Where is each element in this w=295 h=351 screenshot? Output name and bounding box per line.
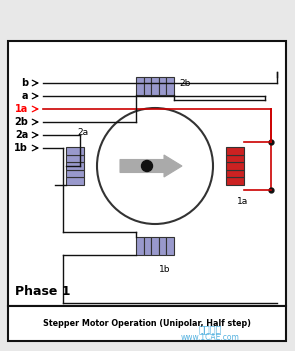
Bar xyxy=(226,162,244,170)
Bar xyxy=(151,77,159,95)
Bar xyxy=(136,237,144,255)
Text: Stepper Motor Operation (Unipolar, Half step): Stepper Motor Operation (Unipolar, Half … xyxy=(43,319,251,329)
Circle shape xyxy=(142,160,153,172)
Bar xyxy=(226,177,244,185)
Bar xyxy=(151,237,159,255)
Text: Phase 1: Phase 1 xyxy=(15,285,71,298)
Bar xyxy=(66,162,84,170)
Bar xyxy=(66,147,84,154)
Text: 1b: 1b xyxy=(14,143,28,153)
Circle shape xyxy=(97,108,213,224)
Bar xyxy=(144,237,151,255)
Text: 1a: 1a xyxy=(15,104,28,114)
Text: b: b xyxy=(21,78,28,88)
Bar xyxy=(66,177,84,185)
Bar xyxy=(226,154,244,162)
Text: 仿真在线: 仿真在线 xyxy=(198,324,222,334)
Bar xyxy=(144,77,151,95)
Bar xyxy=(8,41,286,306)
Text: 2a: 2a xyxy=(77,128,88,137)
Bar xyxy=(66,154,84,162)
FancyArrow shape xyxy=(120,155,182,177)
Bar xyxy=(166,77,174,95)
Text: 2b: 2b xyxy=(14,117,28,127)
Text: 1a: 1a xyxy=(237,197,248,206)
Text: a: a xyxy=(22,91,28,101)
Bar xyxy=(226,147,244,154)
Bar xyxy=(8,306,286,341)
Bar xyxy=(226,170,244,177)
Bar xyxy=(66,170,84,177)
Text: 2a: 2a xyxy=(15,130,28,140)
Bar xyxy=(166,237,174,255)
Text: 1b: 1b xyxy=(159,265,171,274)
Bar xyxy=(159,237,166,255)
Bar xyxy=(136,77,144,95)
Text: 2b: 2b xyxy=(179,79,190,87)
Text: www.1CAE.com: www.1CAE.com xyxy=(181,332,240,342)
Bar xyxy=(159,77,166,95)
